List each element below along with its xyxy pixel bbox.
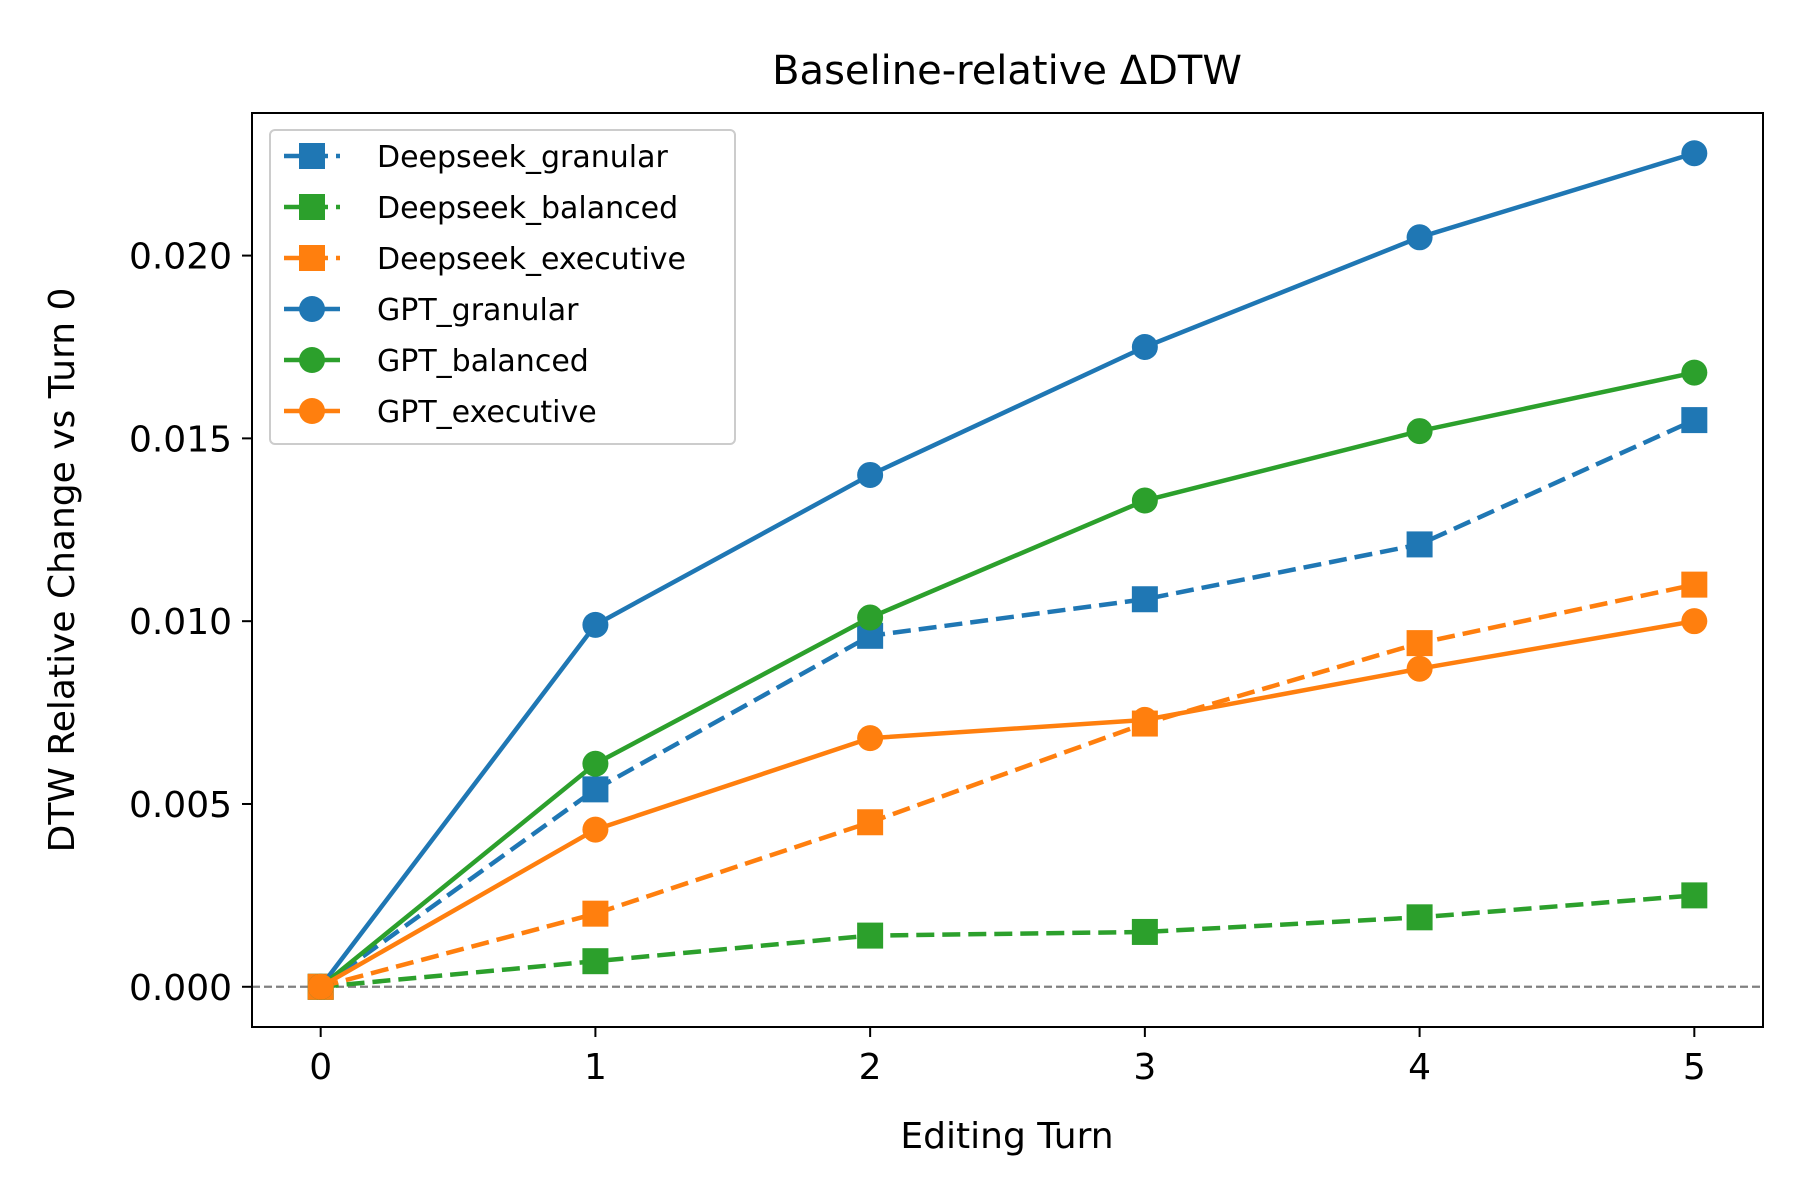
y-tick-label-2: 0.010 (129, 602, 232, 643)
legend-label-GPT_granular: GPT_granular (377, 293, 579, 328)
data-point-GPT_granular-1 (582, 611, 609, 638)
legend-label-GPT_balanced: GPT_balanced (377, 344, 589, 379)
legend-marker-Deepseek_balanced (299, 194, 325, 220)
chart-title: Baseline-relative ΔDTW (772, 48, 1242, 94)
legend: Deepseek_granular Deepseek_balanced Deepse… (269, 129, 736, 445)
y-axis-label: DTW Relative Change vs Turn 0 (42, 288, 83, 853)
data-point-GPT_balanced-1 (582, 750, 609, 777)
x-tick-label-2: 2 (859, 1047, 882, 1088)
data-point-Deepseek_balanced-3 (1131, 918, 1158, 945)
legend-item-Deepseek_balanced: Deepseek_balanced (284, 191, 678, 226)
y-tick-label-1: 0.005 (129, 785, 232, 826)
data-point-GPT_granular-2 (857, 461, 884, 488)
legend-marker-GPT_balanced (299, 347, 325, 373)
series-Deepseek_balanced (307, 882, 1708, 1000)
legend-item-GPT_balanced: GPT_balanced (284, 344, 589, 379)
data-point-Deepseek_balanced-5 (1681, 882, 1708, 909)
data-point-Deepseek_granular-5 (1681, 407, 1708, 434)
data-point-GPT_executive-5 (1681, 608, 1708, 635)
legend-label-GPT_executive: GPT_executive (377, 395, 597, 430)
series-line-Deepseek_balanced (320, 893, 1695, 990)
data-point-GPT_granular-3 (1131, 333, 1158, 360)
series-Deepseek_granular (307, 407, 1708, 1000)
series-line-GPT_granular (318, 151, 1695, 989)
data-point-Deepseek_executive-2 (857, 809, 884, 836)
series-line-GPT_balanced (319, 370, 1695, 989)
x-axis-label: Editing Turn (900, 1116, 1113, 1157)
series-line-Deepseek_executive (320, 582, 1695, 989)
x-tick-label-0: 0 (309, 1047, 332, 1088)
plot-area (252, 140, 1763, 1000)
data-point-Deepseek_granular-1 (582, 776, 609, 803)
legend-label-Deepseek_balanced: Deepseek_balanced (377, 191, 678, 226)
data-point-Deepseek_executive-4 (1406, 630, 1433, 657)
legend-box (269, 129, 736, 445)
data-point-GPT_executive-4 (1406, 655, 1433, 682)
legend-item-GPT_executive: GPT_executive (284, 395, 597, 430)
series-line-Deepseek_granular (319, 418, 1696, 989)
x-tick-label-4: 4 (1408, 1047, 1431, 1088)
data-point-GPT_balanced-4 (1406, 418, 1433, 445)
legend-item-Deepseek_executive: Deepseek_executive (284, 242, 686, 277)
y-tick-label-0: 0.000 (129, 968, 232, 1009)
data-point-GPT_granular-4 (1406, 224, 1433, 251)
data-point-Deepseek_balanced-2 (857, 922, 884, 949)
data-point-GPT_balanced-5 (1681, 359, 1708, 386)
series-GPT_balanced (307, 359, 1708, 1000)
legend-item-GPT_granular: GPT_granular (284, 293, 579, 328)
y-tick-label-4: 0.020 (129, 237, 232, 278)
x-tick-label-5: 5 (1683, 1047, 1706, 1088)
data-point-GPT_executive-1 (582, 816, 609, 843)
data-point-GPT_executive-0 (307, 973, 334, 1000)
data-point-GPT_balanced-2 (857, 604, 884, 631)
data-point-GPT_executive-2 (857, 725, 884, 752)
data-point-GPT_balanced-3 (1131, 487, 1158, 514)
legend-label-Deepseek_executive: Deepseek_executive (377, 242, 686, 277)
data-point-Deepseek_balanced-4 (1406, 904, 1433, 931)
data-point-GPT_executive-3 (1131, 706, 1158, 733)
legend-marker-GPT_executive (299, 398, 325, 424)
series-line-GPT_executive (319, 618, 1695, 989)
data-point-Deepseek_balanced-1 (582, 948, 609, 975)
data-point-Deepseek_granular-4 (1406, 531, 1433, 558)
legend-label-Deepseek_granular: Deepseek_granular (377, 140, 668, 175)
data-point-Deepseek_executive-1 (582, 900, 609, 927)
axes-frame (251, 112, 1764, 1028)
x-tick-label-3: 3 (1133, 1047, 1156, 1088)
x-tick-label-1: 1 (584, 1047, 607, 1088)
legend-marker-GPT_granular (299, 296, 325, 322)
data-point-Deepseek_granular-3 (1131, 586, 1158, 613)
data-point-GPT_granular-5 (1681, 140, 1708, 167)
legend-marker-Deepseek_granular (299, 143, 325, 169)
data-point-Deepseek_executive-5 (1681, 571, 1708, 598)
legend-item-Deepseek_granular: Deepseek_granular (284, 140, 668, 175)
y-tick-label-3: 0.015 (129, 419, 232, 460)
series-GPT_granular (307, 140, 1708, 1000)
axes: 0 1 2 3 4 5 0.000 0.005 0.010 0.015 0.020 (129, 237, 1706, 1088)
series-GPT_executive (307, 608, 1708, 1000)
legend-marker-Deepseek_executive (299, 245, 325, 271)
